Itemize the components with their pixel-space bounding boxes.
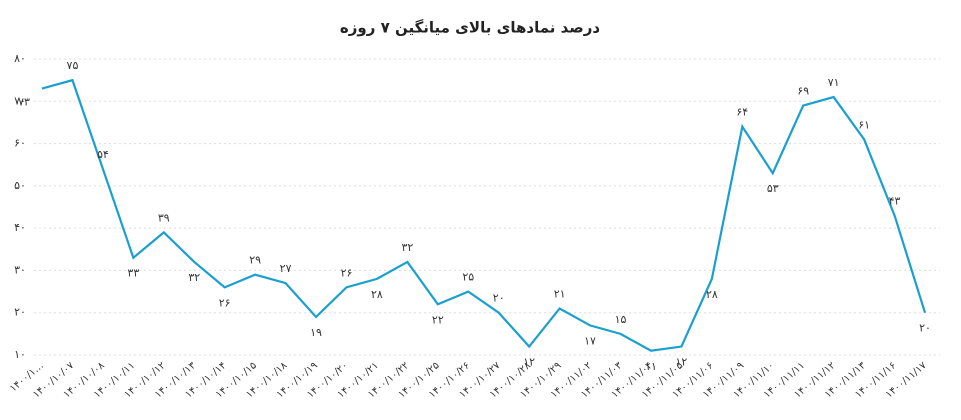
data-line: [41, 78, 927, 352]
data-label: ۲۰: [919, 322, 931, 335]
data-label: ۶۴: [736, 106, 748, 119]
data-label: ۵۳: [767, 182, 779, 195]
data-label: ۲۱: [554, 287, 566, 300]
data-label: ۷۳: [18, 96, 30, 109]
data-label: ۷۵: [67, 59, 79, 72]
data-label: ۱۱: [645, 360, 657, 373]
y-tick-label: ۷۰: [14, 94, 26, 107]
data-label: ۲۷: [280, 262, 292, 275]
data-label: ۷۱: [828, 76, 840, 89]
y-tick-label: ۱۰: [14, 348, 26, 361]
data-label: ۲۸: [371, 288, 383, 301]
y-tick-label: ۸۰: [14, 52, 26, 65]
data-label: ۱۵: [615, 313, 627, 326]
data-label: ۳۲: [401, 241, 413, 254]
data-label: ۲۹: [249, 254, 261, 267]
data-label: ۱۹: [310, 326, 322, 339]
data-label: ۲۶: [219, 296, 231, 309]
data-label: ۲۶: [341, 266, 353, 279]
y-tick-label: ۵۰: [14, 179, 26, 192]
data-label: ۱۲: [523, 356, 535, 369]
data-label: ۴۳: [889, 194, 901, 207]
y-tick-label: ۲۰: [14, 306, 26, 319]
data-label: ۲۲: [432, 313, 444, 326]
data-label: ۲۸: [706, 288, 718, 301]
y-tick-label: ۳۰: [14, 263, 26, 276]
data-label: ۶۱: [858, 118, 870, 131]
data-label: ۱۷: [584, 334, 596, 347]
y-tick-label: ۴۰: [14, 221, 26, 234]
data-label: ۲۰: [493, 292, 505, 305]
data-label: ۱۲: [675, 356, 687, 369]
data-label: ۳۹: [158, 211, 170, 224]
y-tick-label: ۶۰: [14, 137, 26, 150]
chart-title: درصد نمادهای بالای میانگین ۷ روزه: [340, 19, 601, 37]
data-label: ۳۳: [127, 267, 139, 280]
data-label: ۵۴: [97, 148, 109, 161]
data-label: ۲۵: [462, 271, 474, 284]
data-label: ۶۹: [797, 85, 809, 98]
data-label: ۳۲: [188, 271, 200, 284]
